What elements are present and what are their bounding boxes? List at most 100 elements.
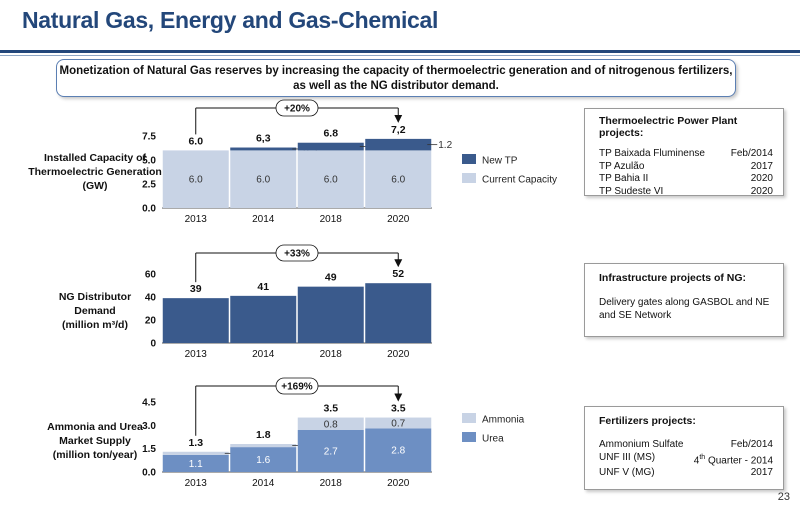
- x-tick-label: 2018: [320, 214, 343, 225]
- project-name: TP Sudeste VI: [599, 185, 664, 197]
- bar-total-label: 3.5: [323, 403, 338, 415]
- data-label: 6.0: [256, 175, 270, 186]
- growth-badge: [275, 99, 319, 117]
- data-label: 1.2: [438, 140, 452, 151]
- chart2-side-label-line: (million m³/d): [62, 319, 128, 331]
- x-tick-label: 2013: [185, 214, 208, 225]
- thermo-projects-heading: Thermoelectric Power Plant projects:: [599, 115, 738, 139]
- y-tick-label: 0: [150, 339, 156, 350]
- bar-current-capacity: [162, 150, 229, 208]
- project-date: 2017: [750, 467, 773, 479]
- x-tick-label: 2020: [387, 214, 410, 225]
- project-row: TP Sudeste VI 2020: [599, 186, 773, 199]
- page-title: Natural Gas, Energy and Gas-Chemical: [22, 7, 439, 33]
- bar-total-label: 41: [257, 281, 269, 293]
- legend-swatch: [462, 154, 476, 164]
- project-name: UNF V (MG): [599, 467, 655, 479]
- chart3-side-label-line: (million ton/year): [52, 449, 138, 461]
- bar-total-label: 6.0: [188, 135, 203, 147]
- y-tick-label: 3.0: [142, 421, 156, 432]
- infra-projects-heading: Infrastructure projects of NG:: [599, 272, 747, 284]
- legend-label: Current Capacity: [482, 175, 557, 186]
- project-name: TP Bahia II: [599, 173, 649, 184]
- banner-line-2: as well as the NG distributor demand.: [293, 80, 499, 92]
- bar-total-label: 6.8: [323, 128, 338, 140]
- y-tick-label: 1.5: [142, 444, 156, 455]
- fertilizer-projects-heading: Fertilizers projects:: [599, 415, 696, 427]
- project-date: Feb/2014: [730, 439, 773, 450]
- chart1-side-label-line: Thermoelectric Generation: [28, 166, 162, 178]
- legend-swatch: [462, 173, 476, 183]
- bar-ammonia: [230, 444, 297, 448]
- chart2-side-label-line: NG Distributor: [58, 291, 132, 303]
- bar-urea: [162, 454, 229, 472]
- fertilizer-projects-box: Fertilizers projects: Ammonium Sulfate Fe…: [584, 406, 784, 490]
- bar-new-tp: [230, 147, 297, 151]
- y-tick-label: 4.5: [142, 398, 156, 409]
- title-rule: [0, 50, 800, 53]
- bar-current-capacity: [297, 150, 364, 208]
- bar-urea: [365, 428, 432, 472]
- infra-projects-box: Infrastructure projects of NG: Delivery …: [584, 263, 784, 337]
- bar-total-label: 52: [392, 268, 404, 280]
- project-date: 2017: [750, 160, 773, 172]
- data-label: 0.7: [391, 419, 405, 430]
- bar-value: [365, 283, 432, 343]
- chart2-side-label-line: Demand: [74, 305, 116, 317]
- project-date: 4th Quarter - 2014: [693, 453, 773, 466]
- summary-banner: Monetization of Natural Gas reserves by …: [56, 59, 736, 97]
- y-tick-label: 40: [145, 293, 157, 304]
- thermo-projects-box: Thermoelectric Power Plant projects: TP …: [584, 108, 784, 199]
- project-name: Ammonium Sulfate: [599, 439, 684, 450]
- y-tick-label: 2.5: [142, 180, 156, 191]
- data-label: 2.8: [391, 446, 405, 457]
- legend-label: Ammonia: [482, 415, 525, 426]
- x-tick-label: 2013: [185, 478, 208, 489]
- chart1-side-label-line: Installed Capacity of: [43, 152, 147, 164]
- project-date: Feb/2014: [730, 148, 773, 159]
- legend-swatch: [462, 432, 476, 442]
- chart3-side-label-line: Ammonia and Urea: [47, 421, 143, 433]
- bar-total-label: 49: [325, 272, 337, 284]
- data-label: 6.0: [189, 175, 203, 186]
- project-row: Ammonium Sulfate Feb/2014: [599, 439, 773, 452]
- chart3-side-label: Ammonia and Urea Market Supply (million …: [20, 420, 170, 462]
- bar-ammonia: [365, 417, 432, 429]
- x-tick-label: 2014: [252, 214, 275, 225]
- bar-new-tp: [297, 142, 364, 151]
- project-date: 2020: [750, 173, 773, 184]
- data-label: 6.0: [391, 175, 405, 186]
- legend-swatch: [462, 413, 476, 423]
- project-row: TP Azulão 2017: [599, 161, 773, 174]
- bar-total-label: 3.5: [391, 403, 406, 415]
- x-tick-label: 2013: [185, 349, 208, 360]
- chart3-side-label-line: Market Supply: [59, 435, 131, 447]
- data-label: 0.8: [324, 419, 338, 430]
- growth-label: +169%: [281, 382, 313, 393]
- project-row: TP Baixada Fluminense Feb/2014: [599, 148, 773, 161]
- chart1-side-label: Installed Capacity of Thermoelectric Gen…: [20, 151, 170, 193]
- project-date: 2020: [750, 185, 773, 197]
- project-name: TP Baixada Fluminense: [599, 148, 705, 159]
- bar-ammonia: [162, 451, 229, 455]
- growth-badge: [275, 244, 319, 262]
- bar-total-label: 6,3: [256, 133, 271, 145]
- banner-line-1: Monetization of Natural Gas reserves by …: [59, 65, 733, 77]
- chart2-side-label: NG Distributor Demand (million m³/d): [20, 290, 170, 332]
- y-tick-label: 5.0: [142, 156, 156, 167]
- project-row: TP Bahia II 2020: [599, 173, 773, 186]
- bar-current-capacity: [365, 150, 432, 208]
- x-tick-label: 2020: [387, 349, 410, 360]
- data-label: 1.6: [256, 455, 270, 466]
- project-row: UNF III (MS) 4th Quarter - 2014: [599, 452, 773, 468]
- legend-label: New TP: [482, 156, 518, 167]
- bar-total-label: 1.8: [256, 429, 271, 441]
- bar-total-label: 7,2: [391, 124, 406, 136]
- x-tick-label: 2014: [252, 478, 275, 489]
- bar-total-label: 1.3: [188, 437, 203, 449]
- bar-total-label: 39: [190, 283, 202, 295]
- page-number: 23: [777, 491, 790, 503]
- growth-label: +33%: [284, 249, 310, 260]
- title-rule-thin: [0, 55, 800, 56]
